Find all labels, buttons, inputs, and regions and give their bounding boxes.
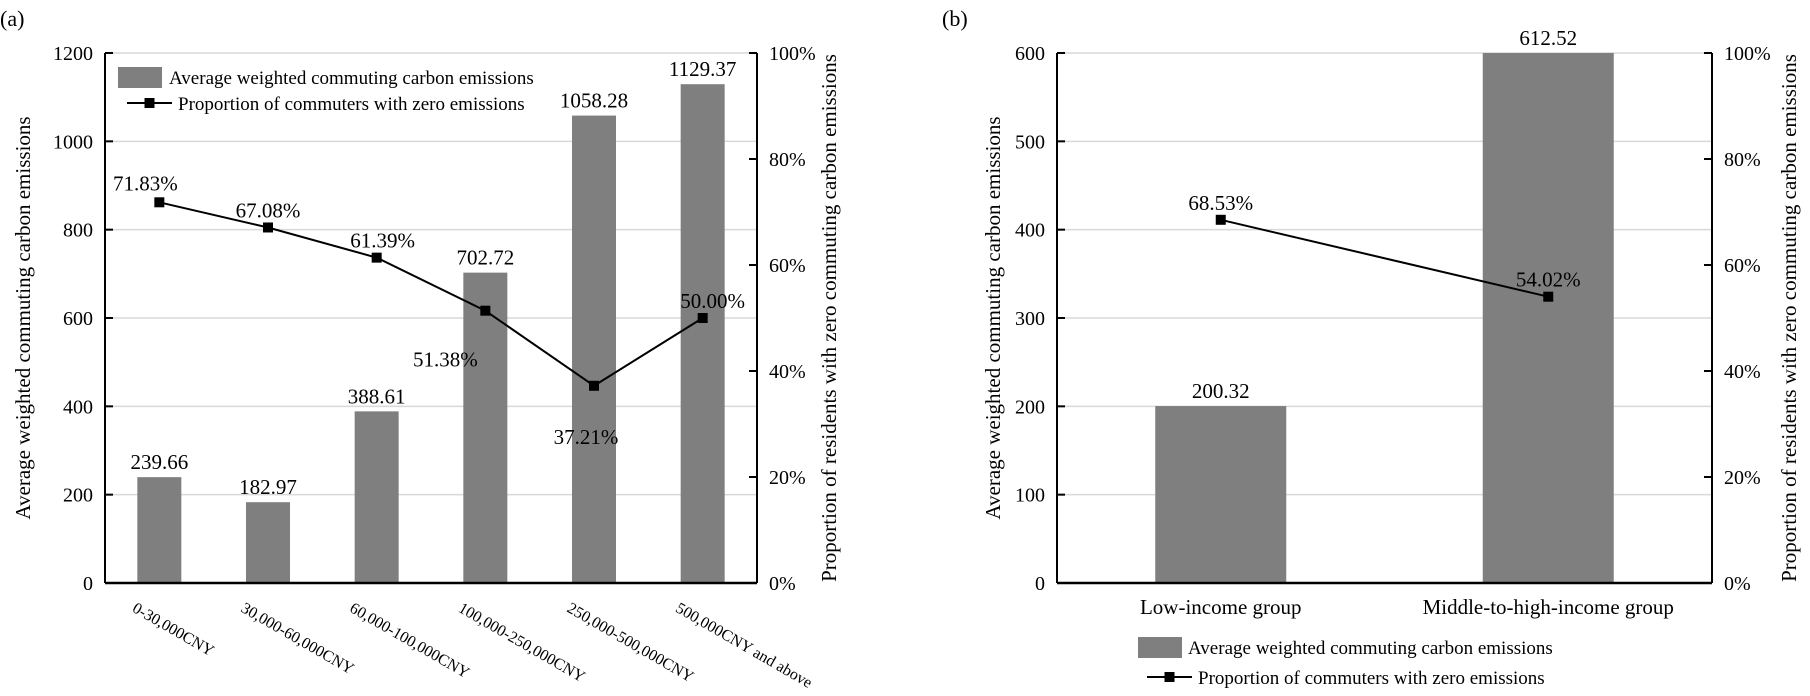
legend-bar-label: Average weighted commuting carbon emissi… [1188,638,1553,659]
y2-tick-label: 60% [769,255,806,277]
y-tick-label: 800 [63,220,93,242]
x-tick-label: 0-30,000CNY [129,600,217,660]
y2-tick-label: 40% [769,361,806,383]
y-tick-label: 400 [63,396,93,418]
line-data-label: 54.02% [1516,268,1581,292]
y-tick-label: 0 [83,573,93,595]
y2-tick-label: 80% [769,149,806,171]
panel-label: (a) [0,6,24,31]
line-point-marker [1543,291,1554,302]
y2-axis-title: Proportion of residents with zero commut… [1777,54,1801,582]
chart-panel-a: (a) 0 200 400 600 800 1000 1200 0% 20% 40% 60% 80% 10… [0,6,841,692]
y-tick-label: 1200 [53,43,93,65]
y2-tick-label: 100% [1724,43,1771,65]
bar [354,411,399,583]
y-tick-label: 400 [1015,220,1045,242]
legend-line-marker [1164,672,1175,682]
x-tick-label: 500,000CNY and above [673,600,815,692]
y2-tick-label: 40% [1724,361,1761,383]
bar [137,477,182,583]
line-series [1220,218,1549,298]
x-tick-label: 60,000-100,000CNY [347,600,473,682]
y-tick-label: 200 [1015,396,1045,418]
legend-bar-swatch [1138,637,1182,658]
bar-data-label: 1058.28 [560,89,628,113]
bar-data-label: 182.97 [239,475,297,499]
line-point-marker [371,252,382,263]
bar-data-label: 239.66 [130,450,188,474]
x-tick-label: 30,000-60,000CNY [238,600,357,678]
line-point-marker [1215,214,1226,225]
bar [1155,406,1287,583]
y-axis-title: Average weighted commuting carbon emissi… [981,116,1005,519]
line-point-marker [263,222,273,233]
legend-line-label: Proportion of commuters with zero emissi… [178,94,525,115]
bar [572,115,616,583]
y-tick-label: 0 [1035,573,1045,595]
bar-data-label: 702.72 [456,246,514,270]
y-tick-label: 300 [1015,308,1045,330]
line-data-label: 68.53% [1188,191,1253,215]
x-tick-label: Low-income group [1140,595,1302,619]
x-tick-label: Middle-to-high-income group [1423,595,1674,619]
y2-tick-label: 0% [1724,573,1751,595]
y-axis-title: Average weighted commuting carbon emissi… [11,116,35,519]
line-data-label: 61.39% [350,229,415,253]
legend-line-label: Proportion of commuters with zero emissi… [1198,668,1545,689]
legend: Average weighted commuting carbon emissi… [118,67,534,115]
y2-tick-label: 20% [769,467,806,489]
line-data-label: 67.08% [236,198,301,222]
y2-tick-label: 20% [1724,467,1761,489]
bar-data-label: 200.32 [1192,379,1250,403]
line-point-marker [589,380,599,391]
bar [463,272,508,583]
panel-label: (b) [942,6,968,31]
y2-tick-label: 100% [769,43,816,65]
line-data-label: 50.00% [680,289,745,313]
y-tick-label: 600 [1015,43,1045,65]
y-tick-label: 100 [1015,485,1045,507]
line-data-label: 51.38% [413,348,478,372]
y-tick-label: 200 [63,485,93,507]
y-tick-label: 500 [1015,131,1045,153]
line-series [159,201,704,387]
y2-tick-label: 60% [1724,255,1761,277]
y2-tick-label: 0% [769,573,796,595]
bar [680,84,725,583]
line-point-marker [480,305,491,316]
y2-tick-label: 80% [1724,149,1761,171]
chart-panel-b: (b) 0 100 200 300 400 500 600 0% 20% 40% 60% 80% 100%… [942,6,1801,689]
legend: Average weighted commuting carbon emissi… [1138,637,1553,689]
bar [1482,53,1614,583]
y-tick-label: 600 [63,308,93,330]
bar-data-label: 388.61 [348,384,406,408]
bar-data-label: 612.52 [1519,26,1577,50]
line-data-label: 37.21% [554,425,619,449]
bar [246,502,290,583]
line-point-marker [697,313,708,323]
y-tick-label: 1000 [53,131,93,153]
bar-data-label: 1129.37 [669,57,736,81]
line-point-marker [154,197,165,208]
legend-bar-label: Average weighted commuting carbon emissi… [169,68,534,89]
legend-bar-swatch [118,67,162,88]
legend-line-marker [144,98,155,108]
line-data-label: 71.83% [113,171,178,195]
y2-axis-title: Proportion of residents with zero commut… [817,54,841,582]
